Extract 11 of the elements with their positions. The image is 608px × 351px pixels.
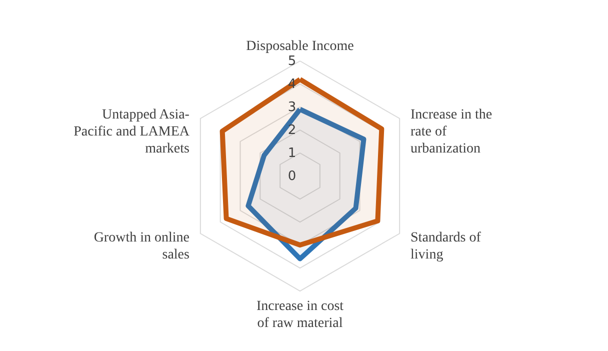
spoke-label: Increase in cost of raw material: [256, 299, 344, 331]
spoke-label: Disposable Income: [246, 39, 354, 54]
y-tick-label: 5: [288, 54, 296, 69]
y-tick-label: 1: [288, 146, 296, 161]
spoke-label: Untapped Asia-Pacific and LAMEA markets: [74, 108, 190, 156]
spoke-label: Standards of living: [410, 230, 482, 262]
y-tick-label: 3: [288, 100, 296, 115]
y-tick-label: 2: [288, 123, 296, 138]
spoke-label: Growth in online sales: [94, 230, 190, 262]
y-tick-label: 0: [288, 169, 296, 184]
spoke-label: Increase in the rate of urbanization: [410, 108, 492, 156]
